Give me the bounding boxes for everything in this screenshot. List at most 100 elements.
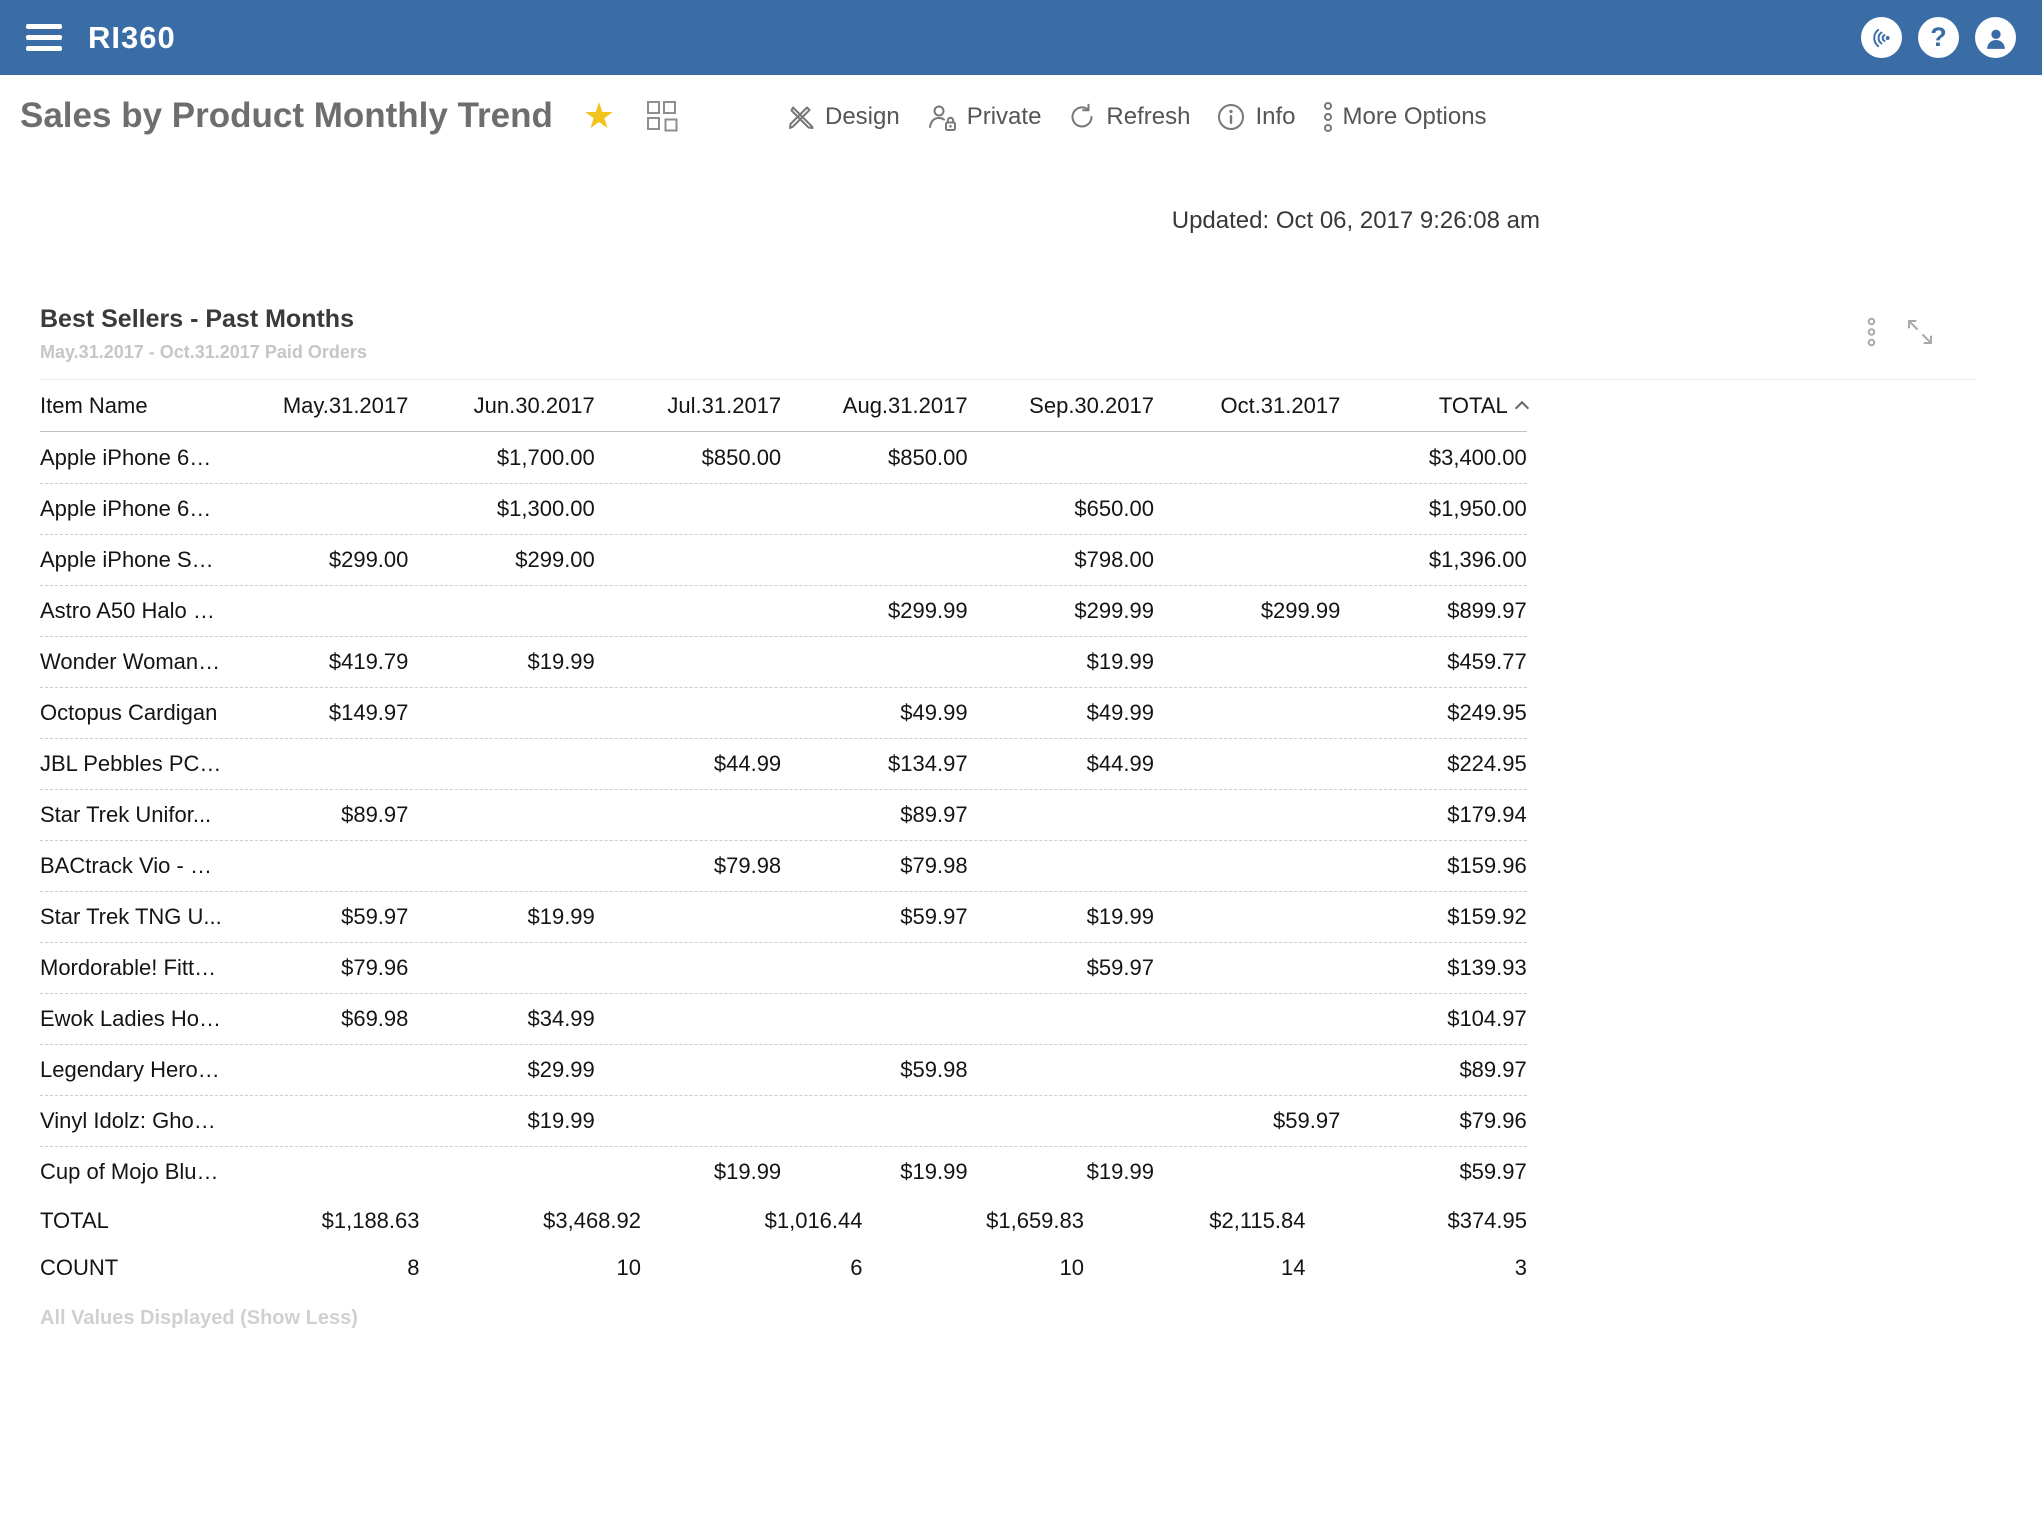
page-title: Sales by Product Monthly Trend	[20, 96, 553, 136]
column-header-aug-31-2017[interactable]: Aug.31.2017	[781, 393, 967, 419]
value-cell: $3,400.00	[1340, 445, 1526, 471]
item-name-cell: Apple iPhone 6S ...	[40, 496, 222, 522]
value-cell: $34.99	[408, 1006, 594, 1032]
total-row-value-cell: $2,115.84	[1084, 1208, 1306, 1234]
value-cell: $19.99	[968, 904, 1154, 930]
value-cell: $19.99	[781, 1159, 967, 1185]
item-name-cell: Mordorable! Fitte...	[40, 955, 222, 981]
value-cell: $59.97	[1154, 1108, 1340, 1134]
item-name-cell: Legendary Hero ...	[40, 1057, 222, 1083]
column-header-item-name[interactable]: Item Name	[40, 393, 222, 419]
column-header-total[interactable]: TOTAL	[1340, 393, 1526, 419]
table-row: Apple iPhone SE ...$299.00$299.00$798.00…	[40, 534, 1527, 585]
crossed-pencils-icon	[786, 102, 816, 132]
table-row: Star Trek TNG U...$59.97$19.99$59.97$19.…	[40, 891, 1527, 942]
layout-grid-icon[interactable]	[645, 99, 679, 133]
value-cell: $249.95	[1340, 700, 1526, 726]
value-cell: $104.97	[1340, 1006, 1526, 1032]
item-name-cell: Vinyl Idolz: Ghos...	[40, 1108, 222, 1134]
value-cell: $159.96	[1340, 853, 1526, 879]
column-header-oct-31-2017[interactable]: Oct.31.2017	[1154, 393, 1340, 419]
value-cell: $850.00	[781, 445, 967, 471]
count-row-label: COUNT	[40, 1255, 198, 1281]
design-button[interactable]: Design	[786, 102, 900, 132]
table-row: BACtrack Vio - Bl... $79.98$79.98 $159.96	[40, 840, 1527, 891]
value-cell: $139.93	[1340, 955, 1526, 981]
value-cell: $19.99	[968, 1159, 1154, 1185]
value-cell: $59.97	[1340, 1159, 1526, 1185]
item-name-cell: Cup of Mojo Blue...	[40, 1159, 222, 1185]
value-cell: $79.98	[781, 853, 967, 879]
value-cell: $79.98	[595, 853, 781, 879]
value-cell: $49.99	[968, 700, 1154, 726]
value-cell: $650.00	[968, 496, 1154, 522]
item-name-cell: Astro A50 Halo E...	[40, 598, 222, 624]
best-sellers-widget: Best Sellers - Past Months May.31.2017 -…	[40, 305, 1975, 1330]
value-cell: $134.97	[781, 751, 967, 777]
last-updated-text: Updated: Oct 06, 2017 9:26:08 am	[0, 207, 1540, 235]
topbar-actions: ?	[1861, 17, 2016, 58]
table-row: Ewok Ladies Hoo...$69.98$34.99$104.97	[40, 993, 1527, 1044]
value-cell: $1,950.00	[1340, 496, 1526, 522]
value-cell: $79.96	[222, 955, 408, 981]
info-circle-icon	[1216, 102, 1246, 132]
item-name-cell: JBL Pebbles PC S...	[40, 751, 222, 777]
item-name-cell: Ewok Ladies Hoo...	[40, 1006, 222, 1032]
value-cell: $299.00	[222, 547, 408, 573]
value-cell: $850.00	[595, 445, 781, 471]
item-name-cell: Star Trek TNG U...	[40, 904, 222, 930]
table-row: Octopus Cardigan$149.97$49.99$49.99$249.…	[40, 687, 1527, 738]
value-cell: $179.94	[1340, 802, 1526, 828]
total-row-value-cell: $3,468.92	[420, 1208, 642, 1234]
announcements-icon[interactable]	[1861, 17, 1902, 58]
value-cell: $89.97	[781, 802, 967, 828]
item-name-cell: BACtrack Vio - Bl...	[40, 853, 222, 879]
value-cell: $29.99	[408, 1057, 594, 1083]
table-row: Apple iPhone 6S ...$1,300.00$650.00$1,95…	[40, 483, 1527, 534]
value-cell: $59.97	[968, 955, 1154, 981]
item-name-cell: Apple iPhone 6S ...	[40, 445, 222, 471]
count-row-value-cell: 14	[1084, 1255, 1306, 1281]
total-row-value-cell: $1,188.63	[198, 1208, 420, 1234]
info-button[interactable]: Info	[1216, 102, 1295, 132]
table-body: Apple iPhone 6S ...$1,700.00$850.00$850.…	[40, 432, 1527, 1197]
value-cell: $419.79	[222, 649, 408, 675]
design-label: Design	[825, 103, 900, 131]
value-cell: $79.96	[1340, 1108, 1526, 1134]
hamburger-menu-icon[interactable]	[26, 24, 62, 51]
widget-expand-icon[interactable]	[1905, 317, 1935, 347]
refresh-arrow-icon	[1067, 102, 1097, 132]
value-cell: $299.00	[408, 547, 594, 573]
value-cell: $159.92	[1340, 904, 1526, 930]
total-row-label: TOTAL	[40, 1208, 198, 1234]
private-button[interactable]: Private	[926, 102, 1042, 132]
table-row: JBL Pebbles PC S...$44.99$134.97$44.99$2…	[40, 738, 1527, 789]
favorite-star-icon[interactable]: ★	[583, 98, 615, 134]
info-label: Info	[1255, 103, 1295, 131]
table-row: Mordorable! Fitte...$79.96 $59.97 $139.93	[40, 942, 1527, 993]
table-row: Star Trek Unifor...$89.97$89.97$179.94	[40, 789, 1527, 840]
refresh-label: Refresh	[1106, 103, 1190, 131]
account-icon[interactable]	[1975, 17, 2016, 58]
total-row-value-cell: $1,016.44	[641, 1208, 863, 1234]
topbar: RI360 ?	[0, 0, 2042, 75]
widget-more-options-icon[interactable]	[1866, 317, 1877, 347]
help-icon[interactable]: ?	[1918, 17, 1959, 58]
sort-asc-caret-icon	[1515, 400, 1529, 414]
show-less-link[interactable]: All Values Displayed (Show Less)	[40, 1307, 1975, 1330]
column-header-sep-30-2017[interactable]: Sep.30.2017	[968, 393, 1154, 419]
table-header-row: Item NameMay.31.2017Jun.30.2017Jul.31.20…	[40, 380, 1527, 432]
value-cell: $299.99	[781, 598, 967, 624]
item-name-cell: Star Trek Unifor...	[40, 802, 222, 828]
column-header-jul-31-2017[interactable]: Jul.31.2017	[595, 393, 781, 419]
value-cell: $19.99	[408, 1108, 594, 1134]
value-cell: $899.97	[1340, 598, 1526, 624]
refresh-button[interactable]: Refresh	[1067, 102, 1190, 132]
more-options-button[interactable]: More Options	[1322, 101, 1487, 133]
value-cell: $19.99	[595, 1159, 781, 1185]
total-row-value-cell: $1,659.83	[863, 1208, 1085, 1234]
value-cell: $89.97	[1340, 1057, 1526, 1083]
column-header-may-31-2017[interactable]: May.31.2017	[222, 393, 408, 419]
column-header-jun-30-2017[interactable]: Jun.30.2017	[408, 393, 594, 419]
value-cell: $459.77	[1340, 649, 1526, 675]
